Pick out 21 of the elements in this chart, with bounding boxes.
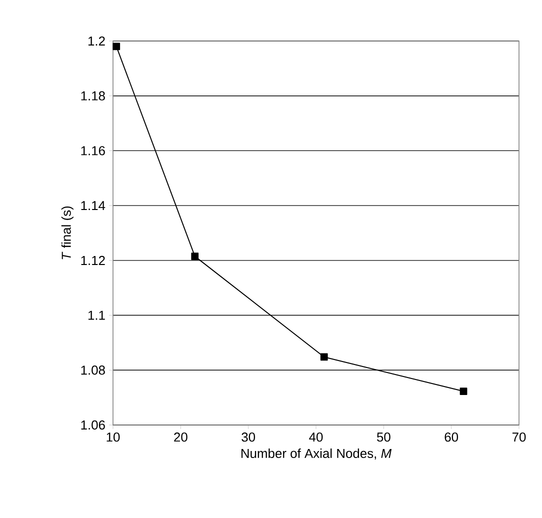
x-axis-title: Number of Axial Nodes, M xyxy=(241,448,392,460)
point xyxy=(460,388,468,395)
y-tick-label: 1.18 xyxy=(81,91,105,100)
y-tick-label: 1.1 xyxy=(88,310,105,320)
y-tick-label: 1.12 xyxy=(81,256,105,265)
x-tick-label: 50 xyxy=(376,432,390,442)
x-tick-label: 40 xyxy=(309,432,323,442)
y-tick-label: 1.14 xyxy=(81,201,106,210)
y-tick-label: 1.16 xyxy=(81,146,105,156)
x-tick-label: 10 xyxy=(106,432,120,442)
point xyxy=(191,252,199,260)
point xyxy=(320,353,328,361)
x-tick-label: 30 xyxy=(242,432,256,442)
x-tick-label: 20 xyxy=(174,432,188,442)
y-axis-title: T final (s) xyxy=(61,206,74,260)
x-tick-label: 60 xyxy=(444,432,458,442)
y-tick-label: 1.2 xyxy=(88,36,105,46)
y-tick-label: 1.06 xyxy=(81,420,105,430)
point xyxy=(112,42,120,50)
x-tick-label: 70 xyxy=(512,432,526,442)
y-tick-label: 1.08 xyxy=(81,366,105,375)
